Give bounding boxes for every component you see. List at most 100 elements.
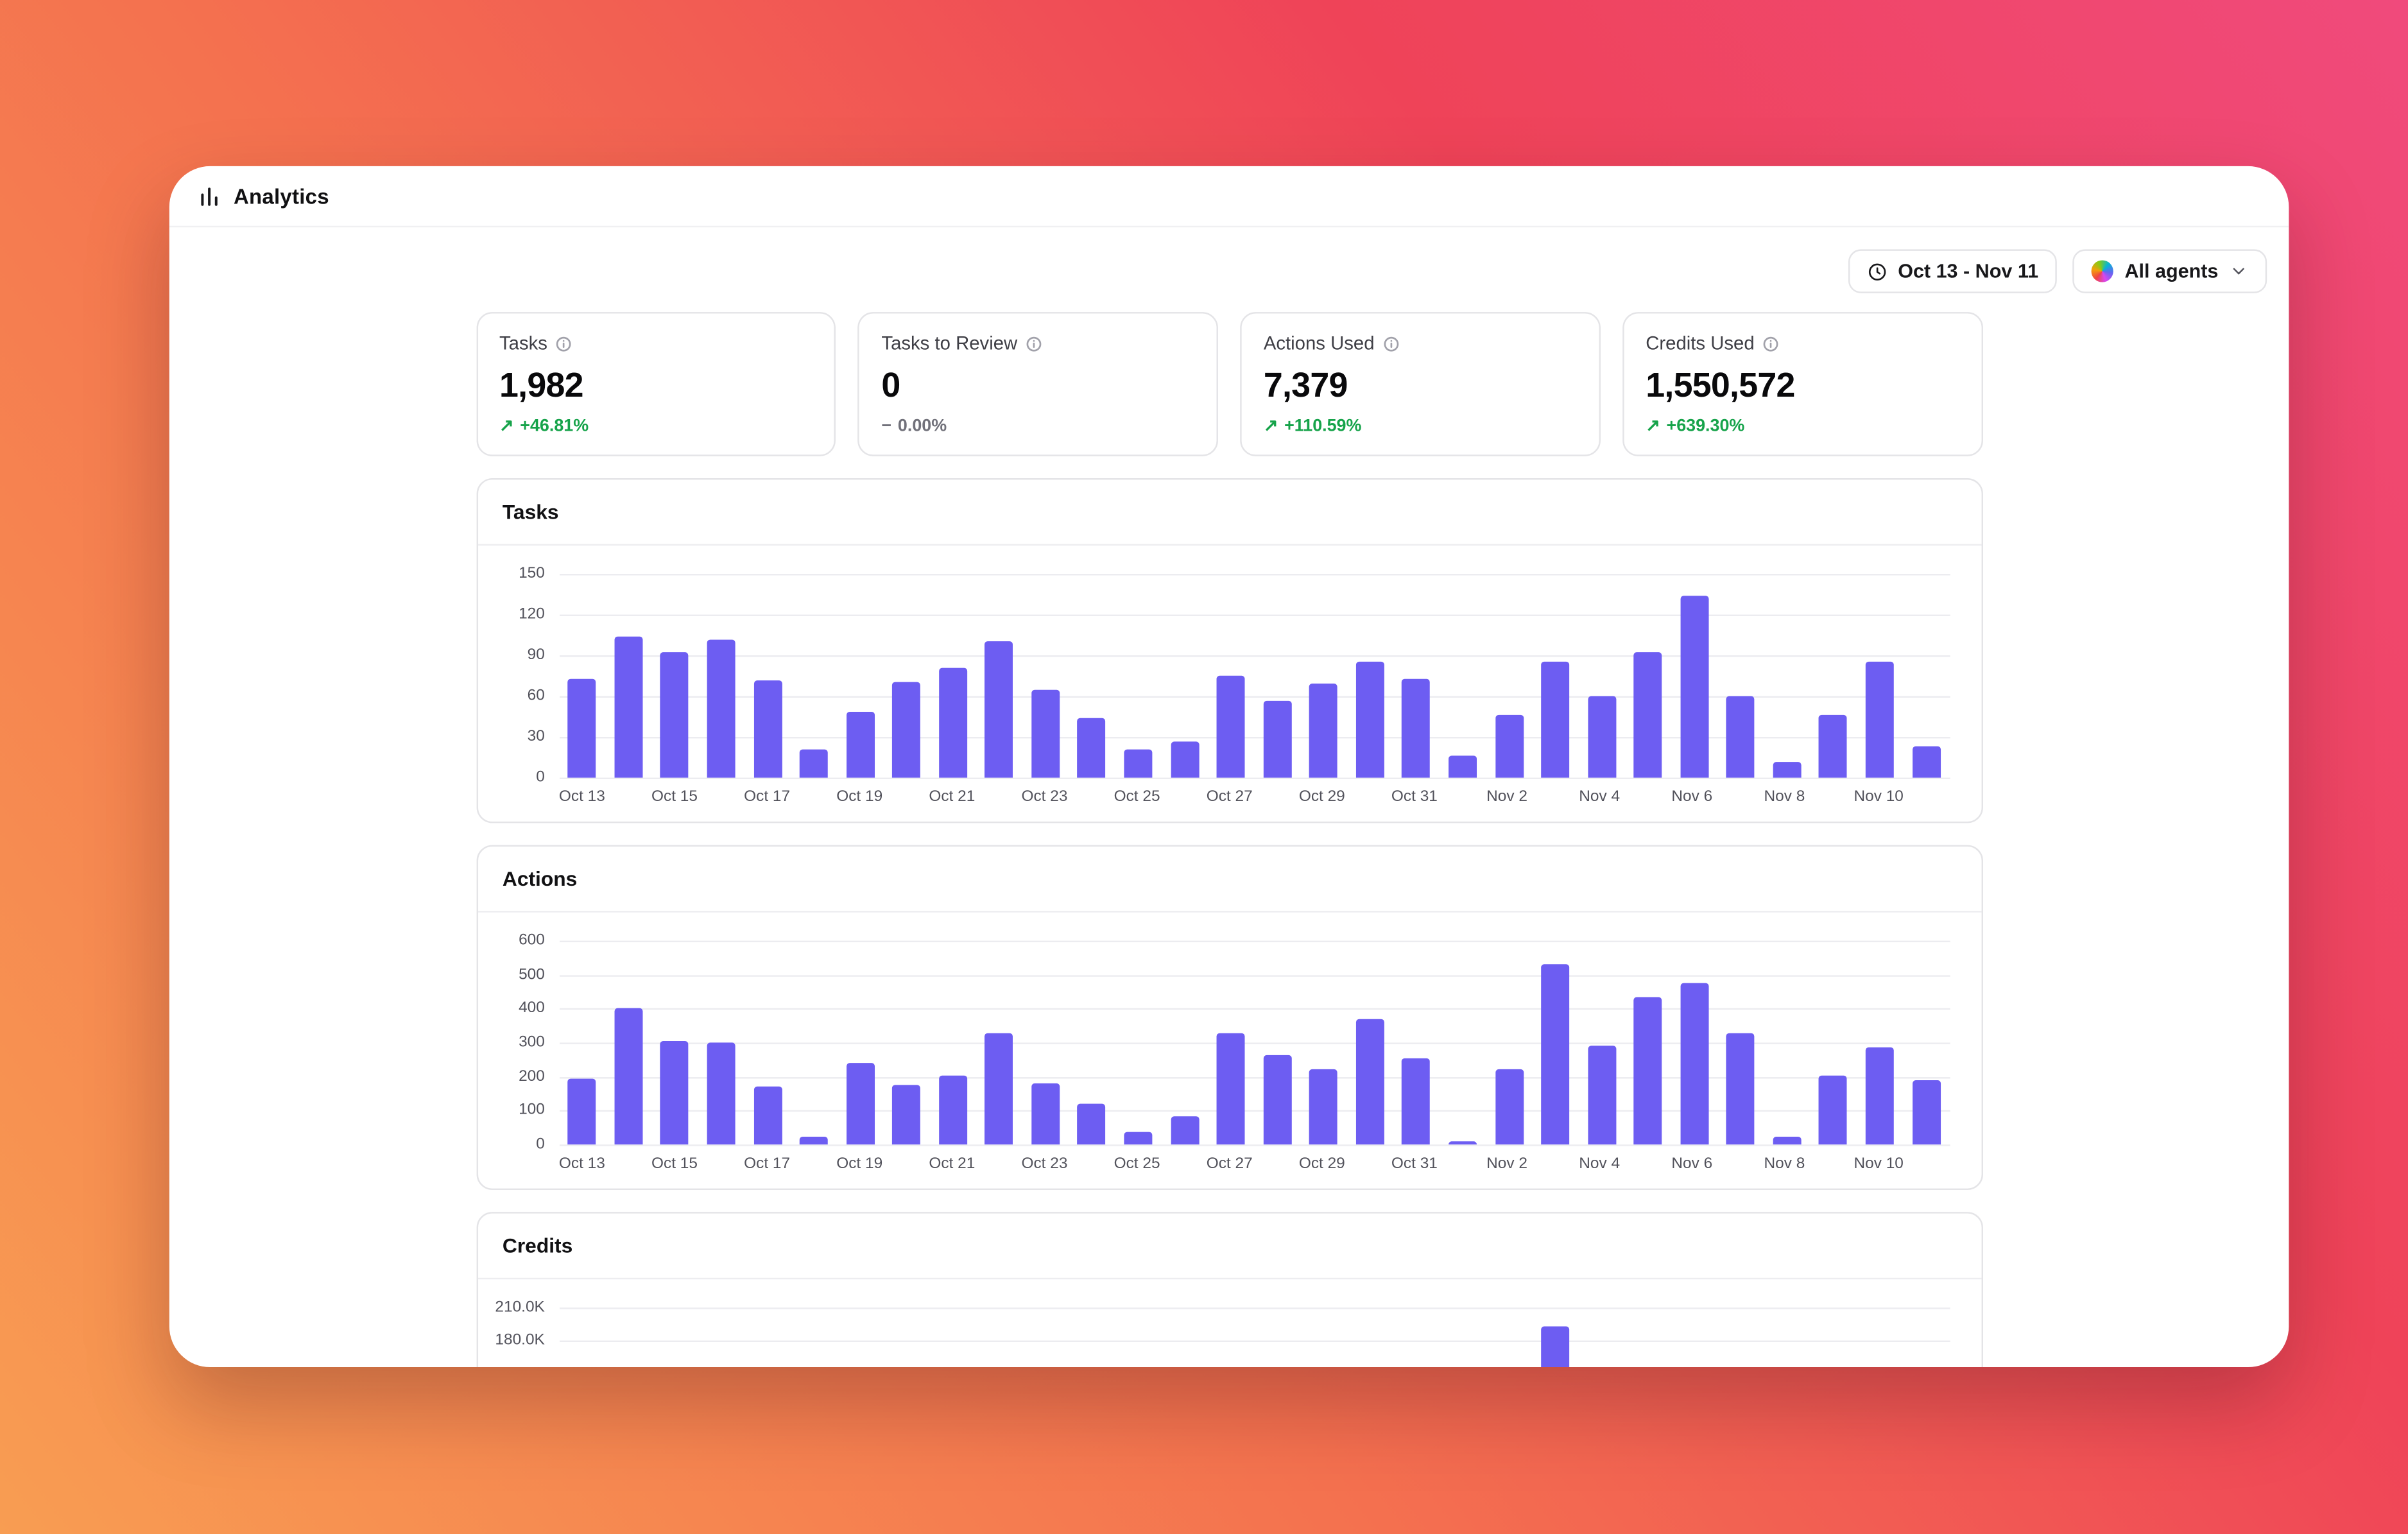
bar[interactable] <box>614 1008 643 1145</box>
bar[interactable] <box>1819 715 1848 778</box>
bar[interactable] <box>1633 652 1662 778</box>
bar[interactable] <box>1495 1069 1524 1145</box>
bar[interactable] <box>1448 1141 1477 1145</box>
bar[interactable] <box>1912 746 1941 778</box>
bar[interactable] <box>1680 983 1709 1145</box>
date-range-button[interactable]: Oct 13 - Nov 11 <box>1848 249 2058 293</box>
bar[interactable] <box>800 749 828 778</box>
bar-slot <box>1903 1307 1949 1367</box>
bar-slot <box>1069 1307 1115 1367</box>
bar[interactable] <box>1773 1135 1802 1145</box>
bar-slot <box>1810 574 1857 778</box>
bar[interactable] <box>1309 1069 1338 1145</box>
bar-slot <box>1208 941 1254 1145</box>
bar[interactable] <box>1078 1103 1106 1145</box>
bar[interactable] <box>660 1040 689 1145</box>
stat-delta-value: +639.30% <box>1666 417 1745 436</box>
y-tick-label: 0 <box>536 1135 545 1153</box>
bar[interactable] <box>1263 700 1292 778</box>
bar[interactable] <box>985 1032 1013 1145</box>
bar-slot <box>1254 941 1300 1145</box>
info-icon[interactable] <box>1762 335 1780 352</box>
y-tick-label: 300 <box>519 1033 545 1051</box>
bar[interactable] <box>1726 1032 1755 1145</box>
bar[interactable] <box>1402 678 1431 778</box>
x-tick-label <box>1530 789 1576 806</box>
bar[interactable] <box>1031 1083 1060 1145</box>
bar[interactable] <box>1448 755 1477 778</box>
bar-slot <box>1440 574 1486 778</box>
bar[interactable] <box>1402 1058 1431 1145</box>
bar[interactable] <box>985 641 1013 778</box>
bar[interactable] <box>1078 718 1106 778</box>
bar-slot <box>1300 574 1346 778</box>
chart-title: Actions <box>477 847 1981 913</box>
bar[interactable] <box>753 1087 782 1145</box>
bar[interactable] <box>846 1063 875 1145</box>
bar-slot <box>1857 574 1903 778</box>
bar[interactable] <box>614 636 643 778</box>
bar[interactable] <box>1865 662 1894 778</box>
bar[interactable] <box>1216 675 1245 778</box>
bar[interactable] <box>1587 1046 1616 1145</box>
bar-slot <box>1671 1307 1717 1367</box>
x-tick-label: Nov 10 <box>1853 788 1904 806</box>
info-icon[interactable] <box>1025 335 1042 352</box>
info-icon[interactable] <box>1382 335 1400 352</box>
bar[interactable] <box>1495 715 1524 778</box>
bar[interactable] <box>1865 1047 1894 1145</box>
gridline <box>558 1110 1950 1112</box>
bar[interactable] <box>1124 1132 1153 1145</box>
bar[interactable] <box>1633 996 1662 1145</box>
x-tick-label: Oct 13 <box>558 788 605 806</box>
bar[interactable] <box>1726 696 1755 778</box>
bar[interactable] <box>707 639 735 778</box>
bar[interactable] <box>660 652 689 778</box>
bar[interactable] <box>1819 1074 1848 1145</box>
bar-slot <box>976 1307 1022 1367</box>
bar[interactable] <box>938 1074 967 1145</box>
bar[interactable] <box>1587 696 1616 778</box>
bar[interactable] <box>800 1135 828 1145</box>
bar-slot <box>930 941 976 1145</box>
bar[interactable] <box>1541 1327 1570 1368</box>
bar[interactable] <box>1541 964 1570 1145</box>
bar-slot <box>1393 574 1440 778</box>
bar[interactable] <box>1773 761 1802 778</box>
bar[interactable] <box>892 682 921 778</box>
bar[interactable] <box>753 681 782 778</box>
x-tick-label: Oct 23 <box>1021 1155 1068 1173</box>
bar[interactable] <box>1124 749 1153 778</box>
agents-dropdown[interactable]: All agents <box>2072 249 2267 293</box>
bar[interactable] <box>1216 1032 1245 1145</box>
bar[interactable] <box>1680 595 1709 778</box>
bar[interactable] <box>1355 1019 1384 1145</box>
trend-up-icon: ↗ <box>1646 416 1660 435</box>
bar[interactable] <box>1170 1116 1199 1145</box>
stat-value: 7,379 <box>1263 365 1348 405</box>
bar-slot <box>1393 1307 1440 1367</box>
bar[interactable] <box>1263 1054 1292 1145</box>
bar[interactable] <box>1355 662 1384 778</box>
bar[interactable] <box>938 668 967 778</box>
bar[interactable] <box>846 712 875 778</box>
bar[interactable] <box>567 1078 596 1145</box>
bar[interactable] <box>567 678 596 778</box>
bar[interactable] <box>1309 684 1338 778</box>
gridline <box>558 574 1950 576</box>
bar-slot <box>1162 941 1208 1145</box>
bar[interactable] <box>1031 689 1060 778</box>
x-tick-label <box>882 789 929 806</box>
info-icon[interactable] <box>555 335 572 352</box>
bar[interactable] <box>1170 741 1199 778</box>
plot-area <box>558 1307 1950 1368</box>
bar-slot <box>651 941 698 1145</box>
bar[interactable] <box>1541 662 1570 778</box>
bar[interactable] <box>1912 1080 1941 1145</box>
chevron-down-icon <box>2230 262 2248 280</box>
bar[interactable] <box>707 1042 735 1145</box>
bar[interactable] <box>892 1085 921 1145</box>
bar-slot <box>1440 941 1486 1145</box>
x-axis: Oct 13 Oct 15 Oct 17 Oct 19 Oct 21 Oct 23 Oct … <box>559 1144 1950 1173</box>
x-tick-label: Oct 21 <box>929 1155 976 1173</box>
